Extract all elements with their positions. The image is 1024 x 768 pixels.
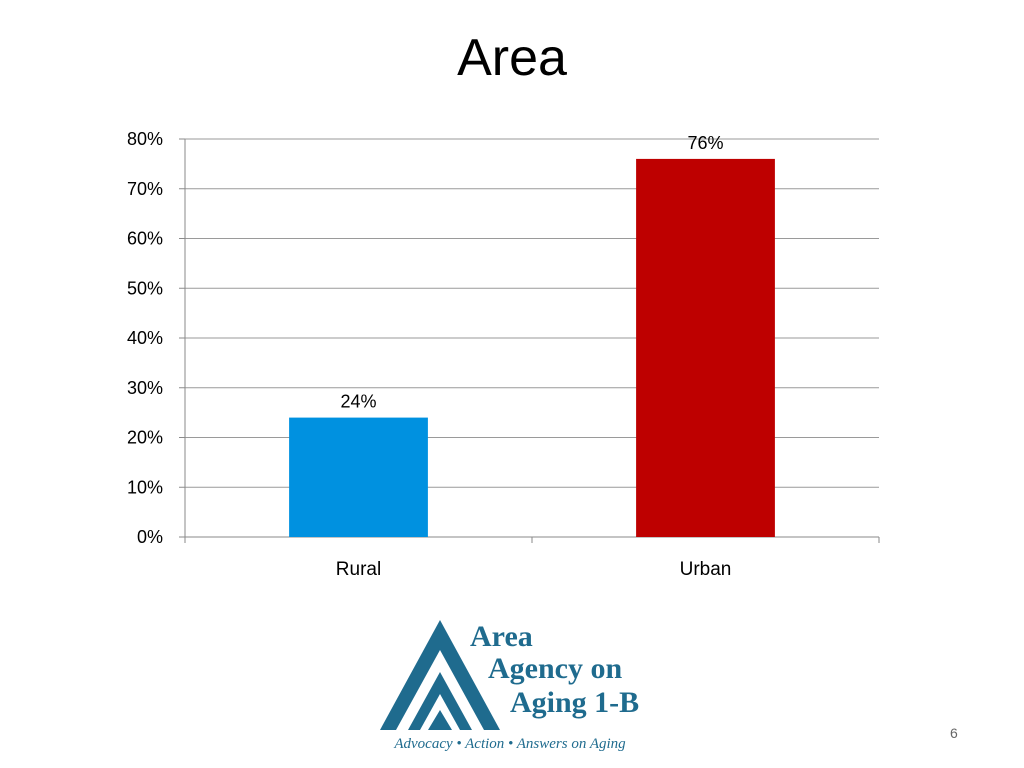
slide-title: Area: [457, 29, 567, 87]
data-labels: 24% 76%: [340, 133, 723, 412]
logo-line-1: Area: [470, 620, 533, 653]
y-tick-label: 80%: [127, 129, 163, 149]
logo-line-3: Aging 1-B: [510, 686, 639, 719]
bar-urban: [636, 158, 775, 537]
bar-rural: [289, 417, 428, 537]
logo-line-2: Agency on: [488, 652, 622, 685]
x-tick-label: Urban: [680, 559, 732, 580]
logo-tagline: Advocacy • Action • Answers on Aging: [393, 736, 626, 752]
y-tick-label: 30%: [127, 378, 163, 398]
y-tick-label: 10%: [127, 477, 163, 497]
triangle-logo-icon: [380, 620, 500, 730]
y-tick-label: 0%: [137, 527, 163, 547]
y-tick-label: 60%: [127, 229, 163, 249]
y-tick-label: 70%: [127, 179, 163, 199]
aaa-logo: Area Agency on Aging 1-B Advocacy • Acti…: [380, 620, 639, 752]
bar-chart: 0% 10% 20% 30% 40% 50% 60% 70% 80% 24% 76% Rural U…: [127, 129, 880, 580]
y-axis-ticks: 0% 10% 20% 30% 40% 50% 60% 70% 80%: [127, 129, 163, 547]
y-tick-label: 50%: [127, 278, 163, 298]
y-tick-label: 40%: [127, 328, 163, 348]
data-label-rural: 24%: [340, 392, 376, 412]
bars: [289, 158, 775, 537]
x-axis-ticks: Rural Urban: [336, 559, 732, 580]
data-label-urban: 76%: [687, 133, 723, 153]
slide-number: 6: [950, 725, 958, 741]
x-tick-label: Rural: [336, 559, 381, 580]
y-tick-label: 20%: [127, 428, 163, 448]
